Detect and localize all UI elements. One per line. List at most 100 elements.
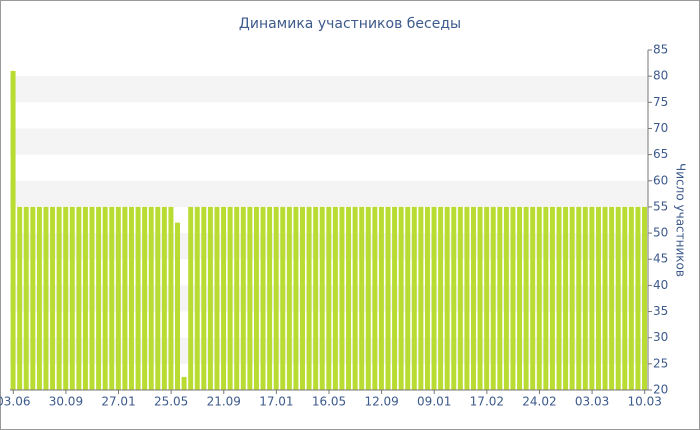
bar <box>50 206 56 390</box>
bar <box>471 206 476 390</box>
bar <box>424 206 430 390</box>
bar <box>280 206 286 390</box>
bar <box>175 222 181 390</box>
bar <box>247 206 253 390</box>
bar <box>267 206 273 390</box>
bar <box>352 206 358 390</box>
bar <box>168 206 174 390</box>
bar <box>378 206 384 390</box>
bar <box>326 206 332 390</box>
bar <box>642 206 647 390</box>
bar <box>609 206 615 390</box>
bar <box>615 206 621 390</box>
bar <box>569 206 575 390</box>
bar <box>135 206 141 390</box>
bar <box>392 206 398 390</box>
y-tick-label: 85 <box>653 43 668 57</box>
bar <box>115 206 121 390</box>
bar <box>517 206 523 390</box>
bar <box>148 206 154 390</box>
chart-title: Динамика участников беседы <box>239 16 461 32</box>
x-tick-label: 12.09 <box>364 395 398 409</box>
y-tick-label: 50 <box>653 226 668 240</box>
bar <box>523 206 529 390</box>
bar <box>635 206 641 390</box>
y-tick-label: 75 <box>653 95 668 109</box>
y-tick-label: 65 <box>653 147 668 161</box>
y-tick-label: 20 <box>653 383 668 397</box>
y-tick-label: 30 <box>653 330 668 344</box>
y-tick-label: 55 <box>653 199 668 213</box>
bar <box>497 206 503 390</box>
bar <box>207 206 213 390</box>
bar <box>10 70 16 390</box>
bar <box>582 206 588 390</box>
x-tick-label: 30.09 <box>49 395 83 409</box>
bar <box>43 206 49 390</box>
bar <box>155 206 161 390</box>
grid-band <box>10 76 648 103</box>
bar <box>536 206 542 390</box>
bar <box>365 206 371 390</box>
bar <box>63 206 69 390</box>
x-tick-label: 24.02 <box>522 395 556 409</box>
bar <box>96 206 102 390</box>
bar <box>102 206 108 390</box>
bar <box>503 206 509 390</box>
grid-band <box>10 180 648 207</box>
bar <box>549 206 555 390</box>
bar <box>253 206 259 390</box>
bar <box>622 206 628 390</box>
x-tick-label: 27.01 <box>101 395 135 409</box>
bar <box>188 206 194 390</box>
bar <box>161 206 167 390</box>
bar <box>286 206 292 390</box>
bar <box>530 206 536 390</box>
bar <box>319 206 325 390</box>
y-tick-label: 35 <box>653 304 668 318</box>
y-tick-label: 60 <box>653 173 668 187</box>
bar <box>128 206 134 390</box>
bar <box>260 206 266 390</box>
y-tick-label: 45 <box>653 252 668 266</box>
bar <box>385 206 391 390</box>
bar <box>405 206 411 390</box>
x-tick-label: 17.02 <box>470 395 504 409</box>
bar <box>201 206 207 390</box>
bar <box>510 206 516 390</box>
bar <box>313 206 319 390</box>
grid-band <box>10 128 648 155</box>
x-tick-label: 10.03 <box>628 395 662 409</box>
bar <box>556 206 562 390</box>
bar <box>234 206 240 390</box>
bar <box>464 206 470 390</box>
bar <box>418 206 424 390</box>
y-tick-label: 70 <box>653 121 668 135</box>
bar <box>56 206 62 390</box>
bar <box>306 206 312 390</box>
x-tick-label: 25.05 <box>154 395 188 409</box>
bar <box>438 206 444 390</box>
bar <box>273 206 279 390</box>
bar <box>300 206 305 390</box>
bar <box>109 206 115 390</box>
x-tick-label: 03.03 <box>575 395 609 409</box>
bar <box>332 206 338 390</box>
bar <box>589 206 595 390</box>
bar <box>359 206 365 390</box>
bar <box>339 206 345 390</box>
bar <box>293 206 299 390</box>
bar <box>346 206 352 390</box>
bar <box>457 206 463 390</box>
bar <box>240 206 246 390</box>
bar <box>181 376 187 390</box>
x-tick-label: 21.09 <box>207 395 241 409</box>
y-tick-label: 80 <box>653 69 668 83</box>
bar <box>214 206 220 390</box>
bar <box>23 206 29 390</box>
bar <box>477 206 483 390</box>
bar <box>431 206 437 390</box>
bar <box>194 206 200 390</box>
bar <box>563 206 569 390</box>
